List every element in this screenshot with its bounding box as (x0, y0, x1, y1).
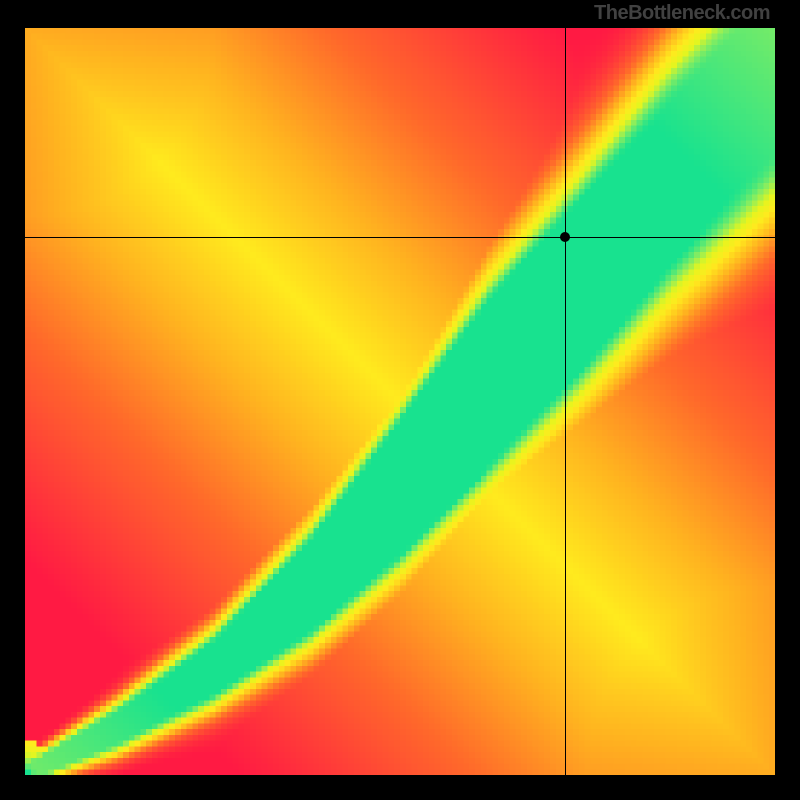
crosshair-horizontal (25, 237, 775, 238)
selection-marker (560, 232, 570, 242)
watermark-text: TheBottleneck.com (594, 2, 770, 25)
crosshair-vertical (565, 28, 566, 775)
bottleneck-heatmap (25, 28, 775, 775)
